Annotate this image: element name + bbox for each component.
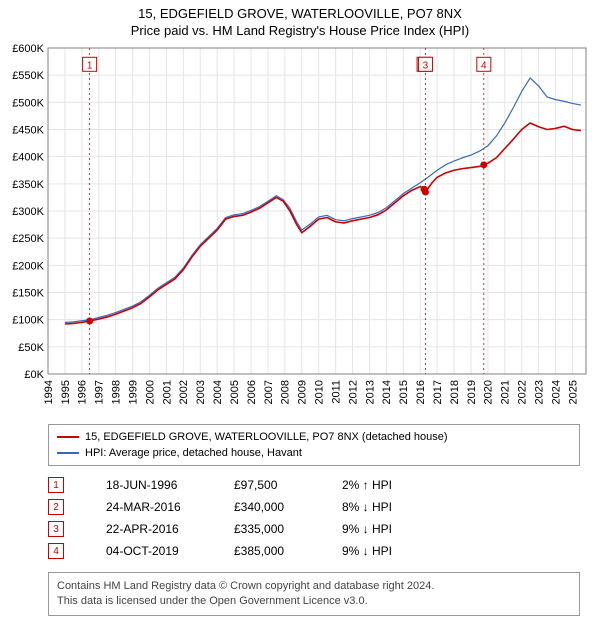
svg-text:1997: 1997 (94, 380, 106, 404)
chart-area: £0K £50K £100K £150K £200K £250K £300K £350K £40… (0, 38, 600, 418)
svg-text:2012: 2012 (347, 380, 359, 404)
svg-text:3: 3 (423, 60, 429, 71)
transaction-diff: 9% ↓ HPI (342, 522, 422, 536)
svg-text:1994: 1994 (43, 380, 55, 404)
svg-text:£50K: £50K (18, 342, 44, 354)
legend-swatch (57, 452, 79, 454)
transaction-date: 22-APR-2016 (106, 522, 216, 536)
svg-text:2007: 2007 (263, 380, 275, 404)
svg-text:£450K: £450K (12, 125, 44, 137)
svg-text:£100K: £100K (12, 315, 44, 327)
transaction-row: 1 18-JUN-1996 £97,500 2% ↑ HPI (48, 474, 580, 496)
transaction-row: 2 24-MAR-2016 £340,000 8% ↓ HPI (48, 496, 580, 518)
svg-text:1998: 1998 (111, 380, 123, 404)
svg-text:£500K: £500K (12, 97, 44, 109)
svg-text:2002: 2002 (178, 380, 190, 404)
transaction-marker-number: 2 (48, 499, 64, 515)
svg-text:1995: 1995 (60, 380, 72, 404)
transaction-date: 04-OCT-2019 (106, 544, 216, 558)
svg-text:2021: 2021 (500, 380, 512, 404)
legend-label: 15, EDGEFIELD GROVE, WATERLOOVILLE, PO7 … (85, 431, 448, 443)
svg-text:2016: 2016 (415, 380, 427, 404)
svg-text:2006: 2006 (246, 380, 258, 404)
svg-text:2010: 2010 (314, 380, 326, 404)
svg-text:1999: 1999 (127, 380, 139, 404)
svg-text:£400K: £400K (12, 152, 44, 164)
chart-titles: 15, EDGEFIELD GROVE, WATERLOOVILLE, PO7 … (0, 0, 600, 38)
svg-text:2024: 2024 (550, 380, 562, 404)
svg-text:2025: 2025 (567, 380, 579, 404)
svg-text:£200K: £200K (12, 260, 44, 272)
transaction-price: £385,000 (234, 544, 324, 558)
svg-text:2023: 2023 (533, 380, 545, 404)
svg-text:4: 4 (481, 60, 487, 71)
svg-text:2018: 2018 (449, 380, 461, 404)
legend-row: 15, EDGEFIELD GROVE, WATERLOOVILLE, PO7 … (57, 429, 571, 445)
attribution-footer: Contains HM Land Registry data © Crown c… (48, 572, 580, 616)
transaction-price: £335,000 (234, 522, 324, 536)
svg-text:2022: 2022 (517, 380, 529, 404)
svg-text:£0K: £0K (24, 369, 44, 381)
svg-text:2019: 2019 (466, 380, 478, 404)
svg-text:£350K: £350K (12, 179, 44, 191)
transaction-marker-number: 1 (48, 477, 64, 493)
svg-text:2005: 2005 (229, 380, 241, 404)
footer-line-2: This data is licensed under the Open Gov… (57, 594, 571, 609)
transaction-marker-number: 4 (48, 543, 64, 559)
svg-text:£250K: £250K (12, 233, 44, 245)
svg-text:2020: 2020 (483, 380, 495, 404)
legend-label: HPI: Average price, detached house, Hava… (85, 447, 302, 459)
footer-line-1: Contains HM Land Registry data © Crown c… (57, 579, 571, 594)
svg-text:2004: 2004 (212, 380, 224, 404)
transaction-diff: 2% ↑ HPI (342, 478, 422, 492)
transaction-diff: 8% ↓ HPI (342, 500, 422, 514)
transaction-price: £97,500 (234, 478, 324, 492)
title-line-1: 15, EDGEFIELD GROVE, WATERLOOVILLE, PO7 … (0, 6, 600, 21)
svg-text:2013: 2013 (364, 380, 376, 404)
transactions-table: 1 18-JUN-1996 £97,500 2% ↑ HPI 2 24-MAR-2016 £… (48, 474, 580, 562)
transaction-date: 18-JUN-1996 (106, 478, 216, 492)
title-line-2: Price paid vs. HM Land Registry's House … (0, 23, 600, 38)
svg-text:2001: 2001 (161, 380, 173, 404)
svg-text:1: 1 (87, 60, 93, 71)
svg-text:2008: 2008 (280, 380, 292, 404)
legend-row: HPI: Average price, detached house, Hava… (57, 445, 571, 461)
svg-text:£300K: £300K (12, 206, 44, 218)
legend: 15, EDGEFIELD GROVE, WATERLOOVILLE, PO7 … (48, 424, 580, 466)
svg-text:£150K: £150K (12, 288, 44, 300)
svg-text:2015: 2015 (398, 380, 410, 404)
svg-text:1996: 1996 (77, 380, 89, 404)
transaction-marker-number: 3 (48, 521, 64, 537)
svg-text:2017: 2017 (432, 380, 444, 404)
svg-text:2009: 2009 (297, 380, 309, 404)
svg-text:2011: 2011 (330, 380, 342, 404)
svg-text:£600K: £600K (12, 43, 44, 55)
line-chart: £0K £50K £100K £150K £200K £250K £300K £350K £40… (0, 38, 600, 418)
transaction-diff: 9% ↓ HPI (342, 544, 422, 558)
svg-text:£550K: £550K (12, 70, 44, 82)
legend-swatch (57, 436, 79, 438)
svg-text:2000: 2000 (144, 380, 156, 404)
transaction-row: 4 04-OCT-2019 £385,000 9% ↓ HPI (48, 540, 580, 562)
transaction-row: 3 22-APR-2016 £335,000 9% ↓ HPI (48, 518, 580, 540)
transaction-price: £340,000 (234, 500, 324, 514)
svg-text:2014: 2014 (381, 380, 393, 404)
transaction-date: 24-MAR-2016 (106, 500, 216, 514)
svg-text:2003: 2003 (195, 380, 207, 404)
